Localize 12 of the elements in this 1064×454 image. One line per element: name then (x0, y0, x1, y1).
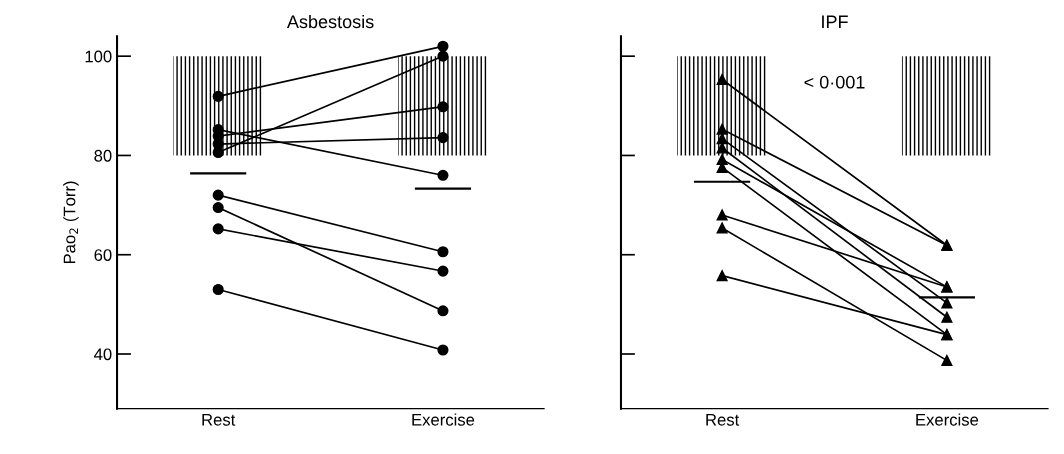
y-tick-label: 60 (94, 249, 112, 261)
annotation: < 0·001 (804, 75, 865, 89)
x-tick-label: Exercise (916, 413, 979, 426)
x-tick-label: Rest (706, 414, 740, 426)
chart-title: IPF (822, 15, 848, 28)
y-tick-label: 100 (85, 50, 112, 63)
x-tick-label: Rest (202, 414, 236, 426)
y-tick-label: 80 (94, 149, 112, 162)
y-axis-title: Pao$_{2}$ (Torr) (63, 181, 79, 264)
y-tick-label: 40 (94, 348, 112, 361)
chart-title: Asbestosis (286, 14, 374, 29)
x-tick-label: Exercise (412, 413, 475, 426)
